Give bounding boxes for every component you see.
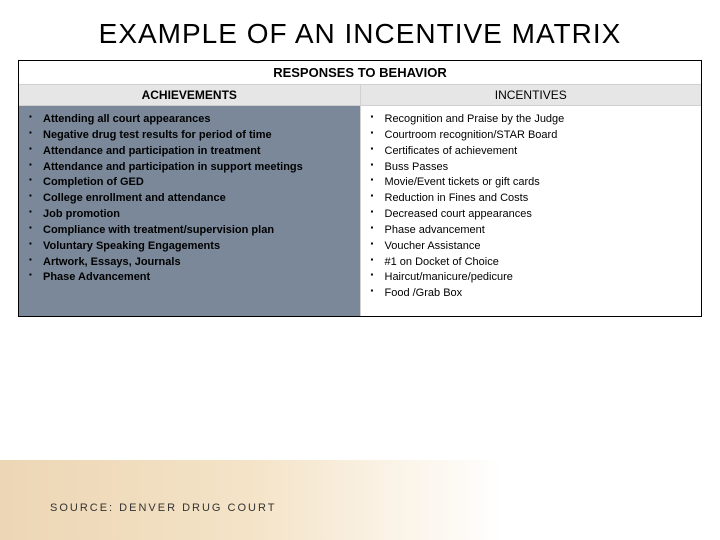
table-subheaders: ACHIEVEMENTS INCENTIVES: [19, 85, 701, 106]
list-item: Voucher Assistance: [371, 239, 692, 254]
list-item: #1 on Docket of Choice: [371, 255, 692, 270]
list-item: Negative drug test results for period of…: [29, 128, 350, 143]
table-body: Attending all court appearancesNegative …: [19, 106, 701, 316]
list-item: Phase Advancement: [29, 270, 350, 285]
list-item: Artwork, Essays, Journals: [29, 255, 350, 270]
source-citation: SOURCE: DENVER DRUG COURT: [50, 502, 276, 514]
list-item: Decreased court appearances: [371, 207, 692, 222]
list-item: Attending all court appearances: [29, 112, 350, 127]
column-header-achievements: ACHIEVEMENTS: [19, 85, 361, 105]
matrix-container: RESPONSES TO BEHAVIOR ACHIEVEMENTS INCEN…: [0, 60, 720, 317]
incentives-column: Recognition and Praise by the JudgeCourt…: [361, 106, 702, 316]
incentives-list: Recognition and Praise by the JudgeCourt…: [371, 112, 692, 301]
list-item: Attendance and participation in support …: [29, 160, 350, 175]
page-title: EXAMPLE OF AN INCENTIVE MATRIX: [0, 0, 720, 60]
list-item: Movie/Event tickets or gift cards: [371, 175, 692, 190]
table-superheader: RESPONSES TO BEHAVIOR: [19, 61, 701, 85]
achievements-column: Attending all court appearancesNegative …: [19, 106, 361, 316]
incentive-matrix-table: RESPONSES TO BEHAVIOR ACHIEVEMENTS INCEN…: [18, 60, 702, 317]
list-item: Buss Passes: [371, 160, 692, 175]
list-item: Attendance and participation in treatmen…: [29, 144, 350, 159]
list-item: Job promotion: [29, 207, 350, 222]
list-item: Voluntary Speaking Engagements: [29, 239, 350, 254]
column-header-incentives: INCENTIVES: [361, 85, 702, 105]
list-item: Certificates of achievement: [371, 144, 692, 159]
list-item: Haircut/manicure/pedicure: [371, 270, 692, 285]
list-item: Completion of GED: [29, 175, 350, 190]
list-item: College enrollment and attendance: [29, 191, 350, 206]
list-item: Recognition and Praise by the Judge: [371, 112, 692, 127]
list-item: Compliance with treatment/supervision pl…: [29, 223, 350, 238]
list-item: Food /Grab Box: [371, 286, 692, 301]
list-item: Courtroom recognition/STAR Board: [371, 128, 692, 143]
list-item: Phase advancement: [371, 223, 692, 238]
footer-gradient-band: [0, 460, 720, 540]
achievements-list: Attending all court appearancesNegative …: [29, 112, 350, 285]
list-item: Reduction in Fines and Costs: [371, 191, 692, 206]
